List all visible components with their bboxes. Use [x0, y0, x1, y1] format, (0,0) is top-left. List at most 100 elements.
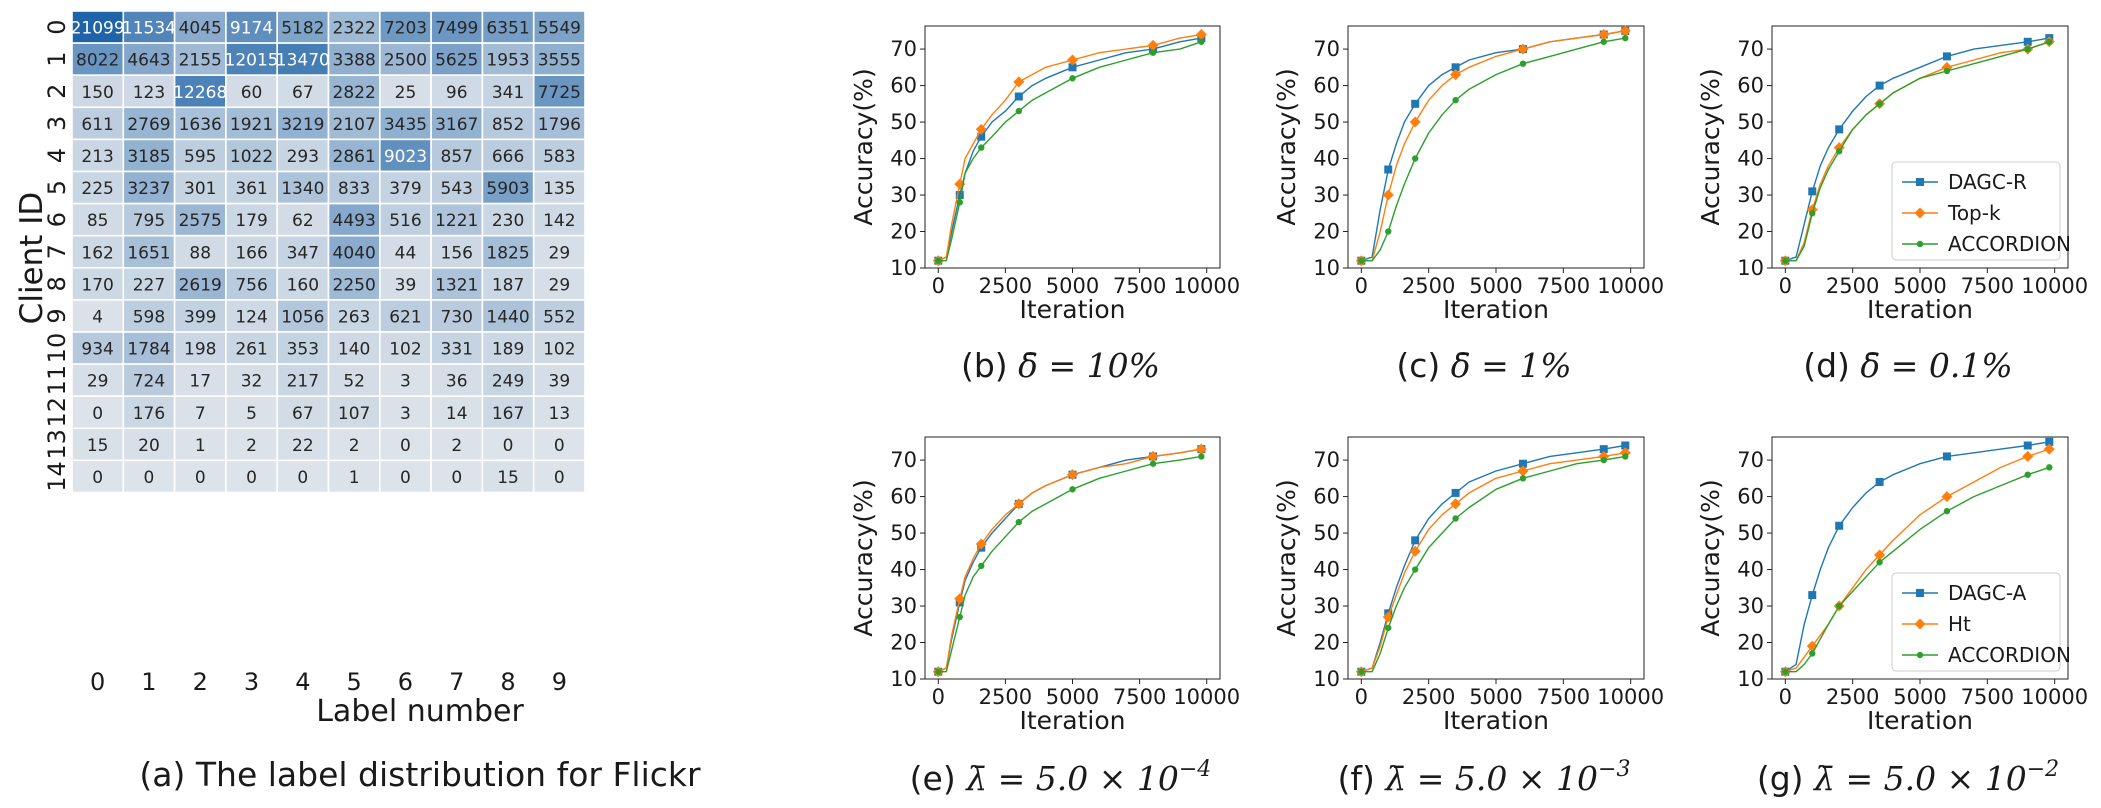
- y-tick-label: 50: [890, 521, 917, 545]
- caption-math: λ̄ = 5.0 × 10: [1812, 759, 2027, 798]
- heatmap-cell-value: 1825: [486, 243, 529, 263]
- x-tick-label: 10000: [2021, 685, 2088, 709]
- panel-caption: (g) λ̄ = 5.0 × 10−2: [1757, 757, 2059, 798]
- heatmap-y-tick: 0: [43, 19, 71, 34]
- series-marker: [1015, 107, 1023, 115]
- x-tick-label: 10000: [1597, 685, 1664, 709]
- y-tick-label: 50: [1737, 110, 1764, 134]
- heatmap-cell-value: 29: [549, 275, 571, 295]
- heatmap-y-tick: 10: [43, 333, 71, 364]
- series-marker: [2024, 471, 2031, 478]
- series-marker: [1411, 155, 1419, 162]
- heatmap-cell-value: 213: [81, 147, 113, 167]
- y-tick-label: 40: [1737, 558, 1764, 582]
- heatmap-cell-value: 301: [184, 179, 216, 199]
- y-axis-label: Accuracy(%): [849, 479, 878, 636]
- series-marker: [1782, 257, 1789, 264]
- heatmap-cell-value: 5549: [538, 19, 581, 39]
- series-marker: [1809, 210, 1816, 217]
- series-marker: [1598, 28, 1610, 40]
- series-line: [938, 455, 1202, 673]
- heatmap-cell: [430, 299, 484, 333]
- heatmap-cell: [225, 427, 278, 462]
- y-tick-label: 10: [1313, 667, 1340, 691]
- heatmap-cell: [276, 138, 330, 173]
- series-marker: [1622, 453, 1629, 460]
- heatmap-cell-value: 44: [395, 243, 417, 263]
- heatmap-cell-value: 3219: [281, 115, 324, 135]
- series-line: [1785, 448, 2050, 673]
- heatmap-cell-value: 4643: [127, 51, 170, 71]
- heatmap-cell-value: 12268: [173, 83, 227, 103]
- series-marker: [1808, 591, 1817, 600]
- heatmap-cell-value: 2: [246, 436, 257, 456]
- heatmap-cell-value: 7725: [538, 83, 581, 103]
- series-line: [1785, 37, 2050, 262]
- legend-box: [1891, 161, 2061, 261]
- heatmap-cell-value: 20: [138, 436, 160, 456]
- heatmap-cell-value: 9174: [230, 19, 273, 39]
- series-line: [938, 448, 1202, 673]
- series-line: [938, 37, 1202, 262]
- series-marker: [1450, 69, 1462, 81]
- heatmap-cell-value: 353: [287, 340, 319, 360]
- x-axis-label: Iteration: [1443, 706, 1549, 735]
- series-marker: [1835, 602, 1843, 610]
- series-marker: [1451, 488, 1460, 497]
- heatmap-cell: [378, 459, 432, 494]
- series-marker: [2023, 37, 2032, 46]
- line-panel: 0 2500 5000 7500 10000 10 20 30 40 50 60 70 Iteratio…: [849, 436, 1240, 798]
- caption-exponent: −2: [2027, 757, 2059, 782]
- y-tick-label: 10: [1313, 256, 1340, 280]
- heatmap-cell-value: 2769: [127, 115, 170, 135]
- heatmap-cell-value: 156: [441, 243, 473, 263]
- caption-math: λ̄ = 5.0 × 10: [964, 759, 1179, 798]
- y-tick-label: 10: [890, 256, 917, 280]
- series-marker: [1519, 475, 1527, 482]
- heatmap-cell-value: 0: [246, 468, 257, 488]
- caption-math: δ̄ = 0.1%: [1860, 346, 2012, 385]
- heatmap-cell: [71, 74, 125, 109]
- heatmap-y-tick: 13: [43, 429, 71, 460]
- series-marker: [1517, 465, 1529, 477]
- series-marker: [1067, 54, 1078, 66]
- heatmap-cell: [430, 395, 484, 430]
- series-marker: [1069, 75, 1076, 82]
- heatmap-cell-value: 22: [292, 436, 314, 456]
- series-marker: [1147, 39, 1159, 51]
- heatmap-cell-value: 543: [441, 179, 473, 199]
- series-marker: [1916, 589, 1924, 597]
- heatmap-cell-value: 62: [292, 211, 314, 231]
- heatmap-cell-value: 1651: [127, 243, 170, 263]
- heatmap-cell-value: 198: [184, 340, 216, 360]
- heatmap-x-tick: 3: [244, 668, 259, 696]
- heatmap-cell-value: 1440: [486, 307, 529, 327]
- caption-math: δ̄ = 1%: [1451, 346, 1572, 385]
- heatmap-cell-value: 595: [184, 147, 216, 167]
- heatmap-cell-value: 5903: [486, 179, 529, 199]
- heatmap-cell-value: 598: [133, 307, 165, 327]
- heatmap-cell: [481, 42, 535, 76]
- heatmap-cell-value: 217: [287, 372, 319, 392]
- x-tick-label: 10000: [1173, 274, 1240, 298]
- heatmap-cell-value: 3: [400, 372, 411, 392]
- heatmap-cell-value: 5: [246, 404, 257, 424]
- series-line: [1361, 444, 1626, 673]
- heatmap-x-tick: 7: [449, 668, 464, 696]
- caption-math: λ̄ = 5.0 × 10: [1383, 759, 1598, 798]
- heatmap-cell-value: 96: [446, 83, 468, 103]
- series-marker: [1942, 52, 1951, 61]
- x-tick-label: 0: [932, 274, 945, 298]
- series-marker: [1916, 178, 1924, 186]
- heatmap-cell-value: 39: [395, 275, 417, 295]
- heatmap-cell-value: 293: [287, 147, 319, 167]
- heatmap-cell: [276, 170, 330, 205]
- heatmap-cell: [378, 266, 432, 301]
- panel-caption: (d) δ̄ = 0.1%: [1803, 346, 2013, 385]
- heatmap-cell: [532, 74, 586, 109]
- series-marker: [1600, 38, 1607, 45]
- heatmap-y-tick: 5: [43, 180, 71, 195]
- heatmap-cell-value: 11534: [122, 19, 176, 39]
- heatmap-cell-value: 2: [349, 436, 360, 456]
- heatmap-cell-value: 583: [543, 147, 575, 167]
